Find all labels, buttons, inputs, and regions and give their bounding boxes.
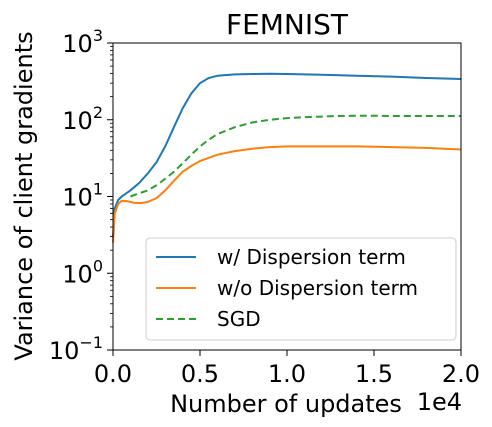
x-tick-label: 2.0 bbox=[442, 360, 480, 388]
legend-label: SGD bbox=[217, 307, 261, 331]
y-tick-label: 102 bbox=[62, 103, 103, 135]
series-line-3 bbox=[130, 114, 461, 198]
y-axis-label: Variance of client gradients bbox=[10, 31, 38, 360]
y-tick-label: 103 bbox=[62, 26, 103, 58]
x-tick-label: 1.0 bbox=[268, 360, 306, 388]
series-layer bbox=[112, 72, 462, 243]
legend-label: w/o Dispersion term bbox=[217, 276, 418, 300]
y-tick-label: 101 bbox=[62, 180, 103, 212]
x-tick-label: 1.5 bbox=[355, 360, 393, 388]
series-line-2 bbox=[112, 145, 462, 243]
y-tick-label: 100 bbox=[62, 256, 103, 288]
y-axis: 10−1 100 101 102 103 bbox=[49, 26, 113, 365]
y-tick-label: 10−1 bbox=[49, 333, 103, 365]
series-line-1 bbox=[112, 72, 462, 237]
chart-title: FEMNIST bbox=[226, 8, 349, 41]
x-axis: 0.0 0.5 1.0 1.5 2.0 bbox=[94, 350, 480, 388]
x-axis-label: Number of updates bbox=[170, 390, 402, 418]
x-tick-label: 0.0 bbox=[94, 360, 132, 388]
legend-box bbox=[145, 237, 457, 341]
x-tick-label: 0.5 bbox=[181, 360, 219, 388]
legend: w/ Dispersion term w/o Dispersion term SGD bbox=[145, 237, 457, 341]
x-axis-offset-label: 1e4 bbox=[417, 388, 462, 416]
legend-label: w/ Dispersion term bbox=[217, 245, 406, 269]
